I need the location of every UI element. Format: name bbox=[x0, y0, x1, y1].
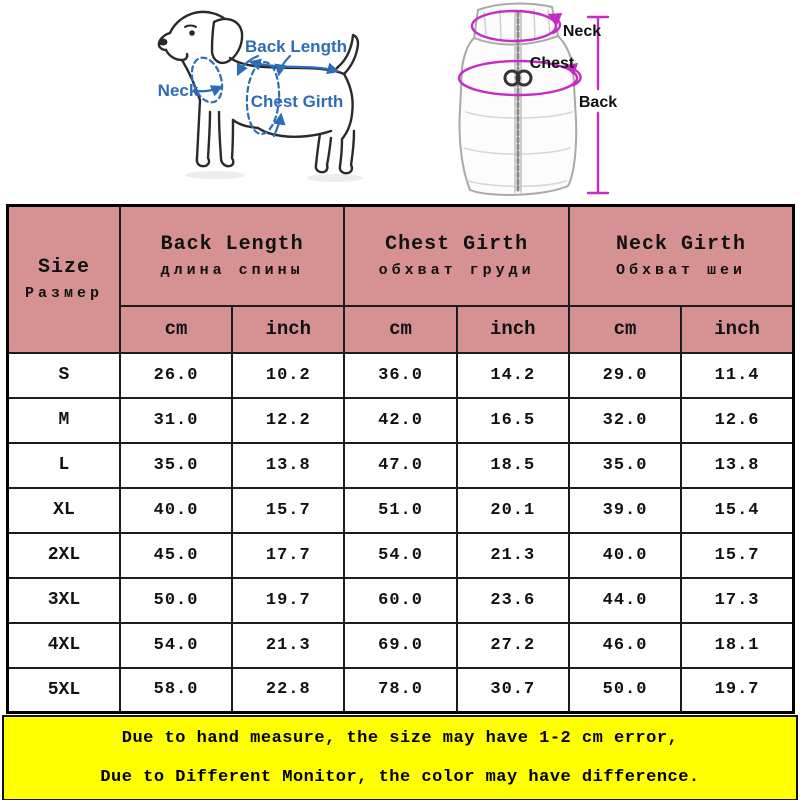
neck-inch: 15.4 bbox=[680, 486, 795, 534]
header-size-ru: Размер bbox=[24, 285, 103, 303]
size-label: 4XL bbox=[6, 621, 121, 669]
header-neck-girth-en: Neck Girth bbox=[615, 232, 746, 256]
neck-inch: 13.8 bbox=[680, 441, 795, 489]
size-table: Size Размер Back Length длина спины Ches… bbox=[6, 204, 795, 714]
neck-inch: 12.6 bbox=[680, 396, 795, 444]
neck-cm: 40.0 bbox=[567, 531, 683, 579]
neck-cm: 35.0 bbox=[567, 441, 683, 489]
chest-cm: 69.0 bbox=[343, 621, 458, 669]
neck-cm: 32.0 bbox=[567, 396, 683, 444]
vest-illustration bbox=[458, 2, 578, 196]
unit-neck-inch: inch bbox=[680, 304, 795, 354]
vest-measurement-lines bbox=[457, 9, 610, 195]
neck-cm: 29.0 bbox=[567, 351, 683, 399]
size-label: 2XL bbox=[6, 531, 121, 579]
size-label: XL bbox=[6, 486, 121, 534]
chest-cm: 42.0 bbox=[343, 396, 458, 444]
neck-inch: 18.1 bbox=[680, 621, 795, 669]
back-inch: 19.7 bbox=[231, 576, 346, 624]
table-row-xl: XL 40.0 15.7 51.0 20.1 39.0 15.4 bbox=[6, 486, 795, 534]
header-neck-girth: Neck Girth Обхват шеи bbox=[567, 204, 795, 307]
back-cm: 54.0 bbox=[118, 621, 234, 669]
dog-back-length-label: Back Length bbox=[245, 37, 347, 56]
header-neck-girth-ru: Обхват шеи bbox=[615, 261, 746, 279]
chest-cm: 78.0 bbox=[343, 666, 458, 714]
chest-cm: 60.0 bbox=[343, 576, 458, 624]
chest-inch: 18.5 bbox=[455, 441, 570, 489]
header-size: Size Размер bbox=[6, 204, 121, 354]
back-inch: 15.7 bbox=[231, 486, 346, 534]
vest-chest-label: Chest bbox=[530, 55, 575, 72]
table-header-row: Size Размер Back Length длина спины Ches… bbox=[6, 204, 795, 354]
table-row-m: M 31.0 12.2 42.0 16.5 32.0 12.6 bbox=[6, 396, 795, 444]
unit-back-inch: inch bbox=[231, 304, 346, 354]
measurement-diagram: Back Length Neck Chest Girth Neck Chest … bbox=[157, 2, 617, 196]
chest-inch: 23.6 bbox=[455, 576, 570, 624]
neck-cm: 50.0 bbox=[567, 666, 683, 714]
dog-neck-label: Neck bbox=[158, 81, 199, 100]
chest-inch: 20.1 bbox=[455, 486, 570, 534]
back-cm: 35.0 bbox=[118, 441, 234, 489]
chest-inch: 27.2 bbox=[455, 621, 570, 669]
back-inch: 10.2 bbox=[231, 351, 346, 399]
vest-back-label: Back bbox=[579, 94, 617, 111]
unit-neck-cm: cm bbox=[567, 304, 683, 354]
footer-note: Due to hand measure, the size may have 1… bbox=[2, 715, 798, 800]
chest-cm: 54.0 bbox=[343, 531, 458, 579]
chest-cm: 36.0 bbox=[343, 351, 458, 399]
neck-cm: 39.0 bbox=[567, 486, 683, 534]
back-inch: 22.8 bbox=[231, 666, 346, 714]
neck-inch: 11.4 bbox=[680, 351, 795, 399]
neck-inch: 15.7 bbox=[680, 531, 795, 579]
vest-neck-label: Neck bbox=[563, 23, 601, 40]
size-label: 3XL bbox=[6, 576, 121, 624]
neck-cm: 44.0 bbox=[567, 576, 683, 624]
table-row-3xl: 3XL 50.0 19.7 60.0 23.6 44.0 17.3 bbox=[6, 576, 795, 624]
back-inch: 17.7 bbox=[231, 531, 346, 579]
back-cm: 26.0 bbox=[118, 351, 234, 399]
header-size-en: Size bbox=[37, 256, 90, 280]
back-inch: 12.2 bbox=[231, 396, 346, 444]
table-row-4xl: 4XL 54.0 21.3 69.0 27.2 46.0 18.1 bbox=[6, 621, 795, 669]
chest-cm: 51.0 bbox=[343, 486, 458, 534]
header-back-length-ru: длина спины bbox=[160, 261, 304, 279]
footer-line-1: Due to hand measure, the size may have 1… bbox=[121, 729, 679, 748]
chest-inch: 16.5 bbox=[455, 396, 570, 444]
back-inch: 13.8 bbox=[231, 441, 346, 489]
unit-chest-inch: inch bbox=[455, 304, 570, 354]
back-cm: 45.0 bbox=[118, 531, 234, 579]
chest-inch: 30.7 bbox=[455, 666, 570, 714]
table-row-l: L 35.0 13.8 47.0 18.5 35.0 13.8 bbox=[6, 441, 795, 489]
back-inch: 21.3 bbox=[231, 621, 346, 669]
back-cm: 58.0 bbox=[118, 666, 234, 714]
chest-inch: 14.2 bbox=[455, 351, 570, 399]
table-row-5xl: 5XL 58.0 22.8 78.0 30.7 50.0 19.7 bbox=[6, 666, 795, 714]
table-units-row: cm inch cm inch cm inch bbox=[8, 304, 795, 354]
back-cm: 40.0 bbox=[118, 486, 234, 534]
chest-cm: 47.0 bbox=[343, 441, 458, 489]
footer-line-2: Due to Different Monitor, the color may … bbox=[100, 768, 700, 787]
size-label: 5XL bbox=[6, 666, 121, 714]
header-chest-girth-en: Chest Girth bbox=[385, 232, 529, 256]
neck-inch: 19.7 bbox=[680, 666, 795, 714]
size-label: S bbox=[6, 351, 121, 399]
unit-back-cm: cm bbox=[118, 304, 234, 354]
size-label: L bbox=[6, 441, 121, 489]
header-chest-girth: Chest Girth обхват груди bbox=[343, 204, 570, 307]
size-label: M bbox=[6, 396, 121, 444]
chest-inch: 21.3 bbox=[455, 531, 570, 579]
header-chest-girth-ru: обхват груди bbox=[378, 261, 535, 279]
dog-measurement-lines bbox=[190, 54, 340, 138]
neck-cm: 46.0 bbox=[567, 621, 683, 669]
back-cm: 31.0 bbox=[118, 396, 234, 444]
dog-chest-girth-label: Chest Girth bbox=[251, 92, 344, 111]
header-back-length: Back Length длина спины bbox=[118, 204, 346, 307]
table-row-2xl: 2XL 45.0 17.7 54.0 21.3 40.0 15.7 bbox=[6, 531, 795, 579]
unit-chest-cm: cm bbox=[343, 304, 458, 354]
header-back-length-en: Back Length bbox=[160, 232, 304, 256]
neck-inch: 17.3 bbox=[680, 576, 795, 624]
back-cm: 50.0 bbox=[118, 576, 234, 624]
table-row-s: S 26.0 10.2 36.0 14.2 29.0 11.4 bbox=[6, 351, 795, 399]
